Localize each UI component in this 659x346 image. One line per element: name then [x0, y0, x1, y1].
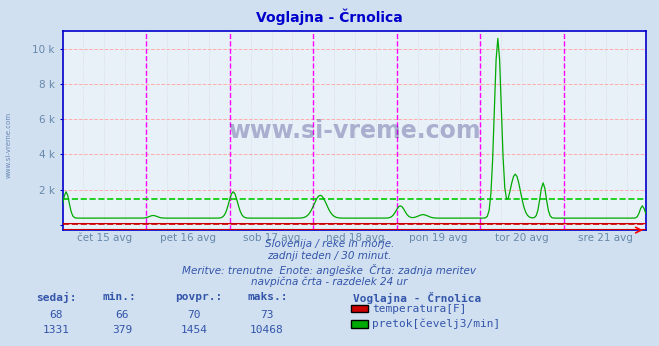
Text: Voglajna - Črnolica: Voglajna - Črnolica	[256, 9, 403, 25]
Text: www.si-vreme.com: www.si-vreme.com	[5, 112, 11, 179]
Text: zadnji teden / 30 minut.: zadnji teden / 30 minut.	[268, 251, 391, 261]
Text: Meritve: trenutne  Enote: angleške  Črta: zadnja meritev: Meritve: trenutne Enote: angleške Črta: …	[183, 264, 476, 276]
Text: 1331: 1331	[43, 325, 69, 335]
Text: 379: 379	[112, 325, 132, 335]
Text: maks.:: maks.:	[247, 292, 287, 302]
Text: pretok[čevelj3/min]: pretok[čevelj3/min]	[372, 319, 501, 329]
Text: 10468: 10468	[250, 325, 284, 335]
Text: www.si-vreme.com: www.si-vreme.com	[228, 119, 480, 143]
Text: 68: 68	[49, 310, 63, 320]
Text: sedaj:: sedaj:	[36, 292, 76, 303]
Text: min.:: min.:	[102, 292, 136, 302]
Text: 1454: 1454	[181, 325, 208, 335]
Text: temperatura[F]: temperatura[F]	[372, 304, 467, 313]
Text: 66: 66	[115, 310, 129, 320]
Text: Voglajna - Črnolica: Voglajna - Črnolica	[353, 292, 481, 304]
Text: povpr.:: povpr.:	[175, 292, 222, 302]
Text: 70: 70	[188, 310, 201, 320]
Text: navpična črta - razdelek 24 ur: navpična črta - razdelek 24 ur	[251, 276, 408, 286]
Text: Slovenija / reke in morje.: Slovenija / reke in morje.	[265, 239, 394, 249]
Text: 73: 73	[260, 310, 273, 320]
